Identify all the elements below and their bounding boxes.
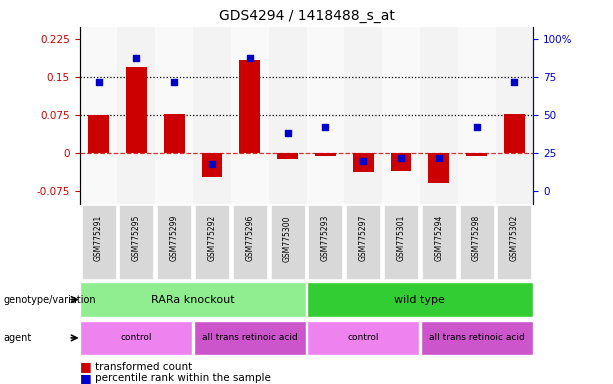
- FancyBboxPatch shape: [307, 321, 419, 355]
- Title: GDS4294 / 1418488_s_at: GDS4294 / 1418488_s_at: [219, 9, 394, 23]
- Bar: [306, 27, 345, 204]
- Bar: [155, 27, 193, 204]
- FancyBboxPatch shape: [497, 205, 531, 279]
- Bar: [80, 27, 118, 204]
- Point: [321, 124, 330, 131]
- FancyBboxPatch shape: [195, 205, 229, 279]
- Text: GSM775294: GSM775294: [434, 215, 443, 262]
- Bar: [231, 27, 268, 204]
- Text: GSM775299: GSM775299: [170, 215, 179, 262]
- Text: wild type: wild type: [395, 295, 445, 305]
- Bar: [353, 153, 373, 172]
- Point: [169, 79, 179, 85]
- Bar: [504, 114, 525, 153]
- Text: transformed count: transformed count: [95, 362, 192, 372]
- Text: GSM775292: GSM775292: [207, 215, 216, 261]
- FancyBboxPatch shape: [270, 205, 305, 279]
- FancyBboxPatch shape: [80, 321, 192, 355]
- Bar: [88, 115, 109, 153]
- FancyBboxPatch shape: [194, 321, 306, 355]
- Point: [472, 124, 482, 131]
- Text: control: control: [121, 333, 152, 343]
- Text: GSM775297: GSM775297: [359, 215, 368, 262]
- Bar: [458, 27, 495, 204]
- Text: GSM775295: GSM775295: [132, 215, 141, 262]
- Bar: [164, 114, 185, 153]
- FancyBboxPatch shape: [82, 205, 116, 279]
- Bar: [345, 27, 382, 204]
- Point: [509, 79, 519, 85]
- FancyBboxPatch shape: [120, 205, 153, 279]
- Text: RARa knockout: RARa knockout: [151, 295, 235, 305]
- Text: GSM775300: GSM775300: [283, 215, 292, 262]
- Point: [94, 79, 104, 85]
- Text: all trans retinoic acid: all trans retinoic acid: [202, 333, 298, 343]
- Bar: [390, 153, 411, 171]
- FancyBboxPatch shape: [346, 205, 380, 279]
- FancyBboxPatch shape: [421, 321, 533, 355]
- Bar: [202, 153, 223, 177]
- Text: GSM775301: GSM775301: [397, 215, 406, 262]
- FancyBboxPatch shape: [422, 205, 456, 279]
- Text: ■: ■: [80, 372, 91, 384]
- Point: [396, 154, 406, 161]
- FancyBboxPatch shape: [460, 205, 493, 279]
- Text: ■: ■: [80, 360, 91, 373]
- Bar: [382, 27, 420, 204]
- Text: control: control: [348, 333, 379, 343]
- Point: [358, 157, 368, 164]
- FancyBboxPatch shape: [157, 205, 191, 279]
- Bar: [420, 27, 458, 204]
- Text: agent: agent: [3, 333, 31, 343]
- Bar: [428, 153, 449, 183]
- Bar: [193, 27, 231, 204]
- Bar: [495, 27, 533, 204]
- Bar: [466, 153, 487, 156]
- Point: [245, 55, 255, 61]
- Text: genotype/variation: genotype/variation: [3, 295, 96, 305]
- FancyBboxPatch shape: [80, 282, 306, 317]
- Point: [283, 130, 292, 136]
- Point: [434, 154, 444, 161]
- FancyBboxPatch shape: [233, 205, 267, 279]
- Bar: [268, 27, 306, 204]
- Text: GSM775296: GSM775296: [245, 215, 254, 262]
- Bar: [240, 60, 260, 153]
- Text: GSM775293: GSM775293: [321, 215, 330, 262]
- Text: GSM775291: GSM775291: [94, 215, 103, 261]
- FancyBboxPatch shape: [308, 205, 343, 279]
- Text: percentile rank within the sample: percentile rank within the sample: [95, 373, 271, 383]
- Bar: [277, 153, 298, 159]
- Text: GSM775302: GSM775302: [510, 215, 519, 262]
- Bar: [126, 67, 147, 153]
- FancyBboxPatch shape: [307, 282, 533, 317]
- Bar: [315, 153, 336, 156]
- Text: GSM775298: GSM775298: [472, 215, 481, 261]
- Bar: [118, 27, 155, 204]
- Point: [207, 161, 217, 167]
- FancyBboxPatch shape: [384, 205, 418, 279]
- Point: [131, 55, 141, 61]
- Text: all trans retinoic acid: all trans retinoic acid: [428, 333, 525, 343]
